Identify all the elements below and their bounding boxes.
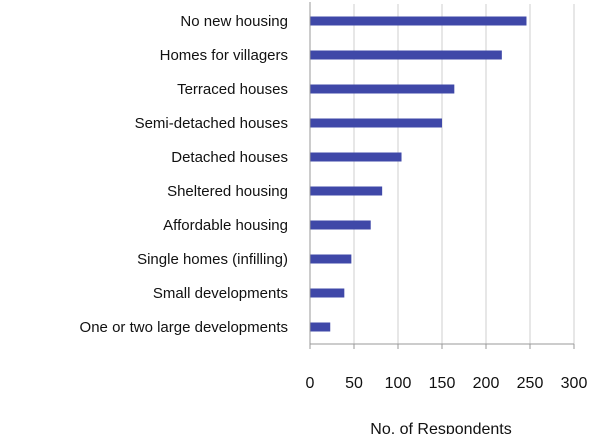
category-labels: No new housing Homes for villagers Terrace…: [80, 13, 288, 336]
bar: [310, 16, 527, 26]
x-tick-label: 100: [385, 375, 412, 392]
bar: [310, 152, 402, 162]
bar: [310, 50, 502, 60]
bar: [310, 84, 455, 94]
x-tick-label: 50: [345, 375, 363, 392]
x-tick-label: 250: [517, 375, 544, 392]
gridlines: [353, 4, 575, 344]
category-label: Detached houses: [171, 149, 288, 166]
x-tick-label: 0: [306, 375, 315, 392]
bar: [310, 118, 442, 128]
category-label: Semi-detached houses: [135, 115, 288, 132]
x-axis-title: No. of Respondents: [370, 421, 511, 434]
category-label: No new housing: [180, 13, 288, 30]
category-label: Homes for villagers: [160, 47, 288, 64]
x-tick-label: 200: [473, 375, 500, 392]
bar: [310, 220, 371, 230]
category-label: Single homes (infilling): [137, 251, 288, 268]
bar: [310, 186, 383, 196]
category-label: Affordable housing: [163, 217, 288, 234]
category-label: Small developments: [153, 285, 288, 302]
bar: [310, 288, 345, 298]
bars: [310, 16, 527, 332]
axes: [309, 2, 575, 349]
bar: [310, 254, 352, 264]
bar: [310, 322, 331, 332]
category-label: Terraced houses: [177, 81, 288, 98]
x-tick-label: 150: [429, 375, 456, 392]
x-tick-labels: 0 50 100 150 200 250 300: [306, 375, 588, 392]
category-label: Sheltered housing: [167, 183, 288, 200]
category-label: One or two large developments: [80, 319, 288, 336]
x-tick-label: 300: [561, 375, 588, 392]
